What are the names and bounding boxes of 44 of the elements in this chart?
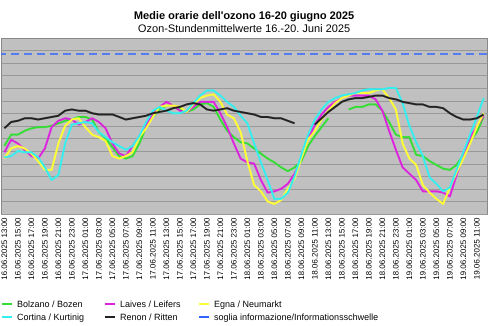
x-tick-label: 18.06.2025 01:00 bbox=[242, 216, 252, 280]
x-tick-label: 17.06.2025 11:00 bbox=[148, 216, 158, 280]
x-tick-label: 18.06.2025 09:00 bbox=[296, 216, 306, 280]
x-tick-label: 16.06.2025 23:00 bbox=[67, 216, 76, 280]
x-tick-label: 16.06.2025 13:00 bbox=[0, 216, 9, 280]
x-tick-label: 17.06.2025 21:00 bbox=[216, 216, 225, 280]
chart-title: Medie orarie dell'ozono 16-20 giugno 2025 bbox=[134, 10, 354, 22]
x-tick-label: 18.06.2025 13:00 bbox=[324, 216, 333, 280]
x-tick-label: 17.06.2025 17:00 bbox=[188, 216, 198, 280]
x-tick-label: 18.06.2025 07:00 bbox=[283, 216, 292, 280]
legend-label: Egna / Neumarkt bbox=[214, 299, 282, 309]
x-tick-label: 18.06.2025 15:00 bbox=[337, 216, 346, 280]
x-tick-label: 17.06.2025 13:00 bbox=[162, 216, 171, 280]
legend-label: Bolzano / Bozen bbox=[17, 299, 83, 309]
x-tick-label: 18.06.2025 05:00 bbox=[270, 216, 279, 280]
x-tick-label: 19.06.2025 05:00 bbox=[432, 216, 441, 280]
x-tick-label: 18.06.2025 11:00 bbox=[310, 216, 320, 280]
x-tick-label: 17.06.2025 19:00 bbox=[202, 216, 212, 280]
x-tick-label: 17.06.2025 23:00 bbox=[229, 216, 238, 280]
x-tick-label: 17.06.2025 07:00 bbox=[121, 216, 130, 280]
chart-subtitle: Ozon-Stundenmittelwerte 16.-20. Juni 2025 bbox=[138, 23, 350, 35]
x-tick-label: 19.06.2025 03:00 bbox=[418, 216, 428, 280]
x-tick-label: 18.06.2025 21:00 bbox=[378, 216, 387, 280]
legend-label: soglia informazione/Informationsschwelle bbox=[214, 312, 378, 322]
x-tick-label: 18.06.2025 23:00 bbox=[391, 216, 400, 280]
legend-label: Laives / Leifers bbox=[120, 299, 182, 309]
x-tick-label: 17.06.2025 09:00 bbox=[134, 216, 144, 280]
x-tick-label: 18.06.2025 19:00 bbox=[364, 216, 374, 280]
x-tick-label: 17.06.2025 05:00 bbox=[108, 216, 117, 280]
x-tick-label: 18.06.2025 03:00 bbox=[256, 216, 266, 280]
x-tick-label: 19.06.2025 01:00 bbox=[404, 216, 414, 280]
x-tick-label: 18.06.2025 17:00 bbox=[350, 216, 360, 280]
x-tick-label: 16.06.2025 21:00 bbox=[54, 216, 63, 280]
x-tick-label: 17.06.2025 15:00 bbox=[175, 216, 184, 280]
x-tick-label: 19.06.2025 11:00 bbox=[472, 216, 482, 280]
x-tick-label: 19.06.2025 09:00 bbox=[458, 216, 468, 280]
legend-label: Renon / Ritten bbox=[120, 312, 178, 322]
legend-label: Cortina / Kurtinig bbox=[17, 312, 84, 322]
x-tick-label: 16.06.2025 15:00 bbox=[13, 216, 22, 280]
x-tick-label: 16.06.2025 19:00 bbox=[40, 216, 50, 280]
x-tick-label: 19.06.2025 07:00 bbox=[445, 216, 454, 280]
x-tick-label: 17.06.2025 03:00 bbox=[94, 216, 104, 280]
x-tick-label: 16.06.2025 17:00 bbox=[26, 216, 36, 280]
x-tick-label: 17.06.2025 01:00 bbox=[80, 216, 90, 280]
